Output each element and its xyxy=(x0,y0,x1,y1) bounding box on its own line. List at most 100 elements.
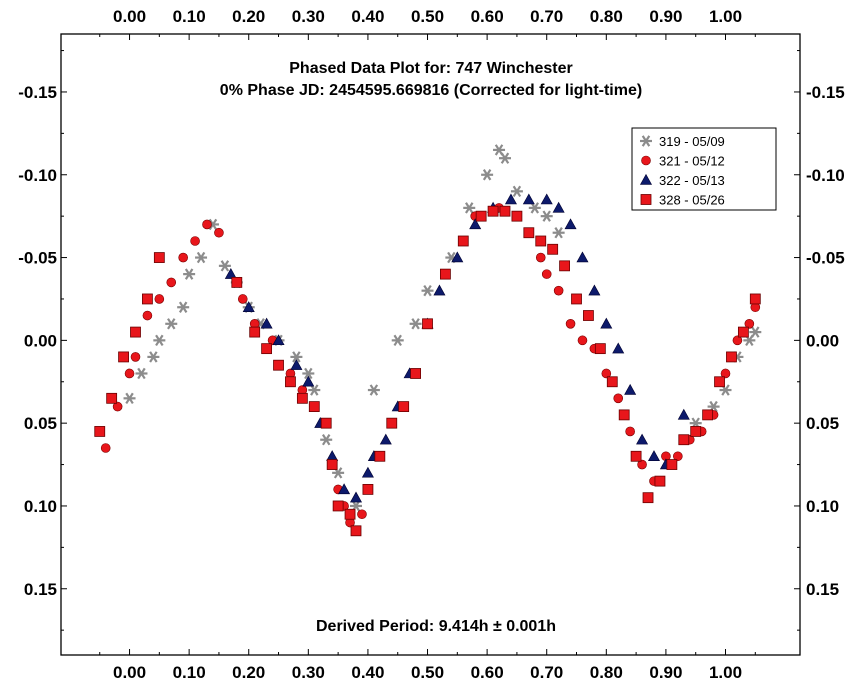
data-point-series-2 xyxy=(214,227,224,238)
data-point-series-2 xyxy=(124,368,135,379)
data-point-series-4 xyxy=(475,210,487,222)
data-point-series-4 xyxy=(153,252,165,263)
x-tick-label-top: 0.80 xyxy=(590,7,623,26)
data-point-series-3 xyxy=(433,284,446,296)
legend-marker-series-4 xyxy=(640,194,652,205)
data-point-series-3 xyxy=(260,317,273,329)
data-point-series-1 xyxy=(290,351,303,363)
x-tick-label-bottom: 0.10 xyxy=(173,663,206,682)
data-point-series-4 xyxy=(308,401,320,413)
data-point-series-4 xyxy=(749,293,761,305)
data-point-series-2 xyxy=(237,294,248,304)
data-point-series-4 xyxy=(642,492,654,504)
data-point-series-4 xyxy=(535,235,547,247)
data-point-series-1 xyxy=(493,144,506,156)
data-point-series-4 xyxy=(273,359,284,371)
data-point-series-3 xyxy=(540,193,553,205)
data-point-series-4 xyxy=(511,210,523,222)
x-tick-label-bottom: 1.00 xyxy=(709,663,742,682)
legend-marker-series-2 xyxy=(641,155,651,166)
data-point-series-4 xyxy=(571,293,582,305)
data-point-series-2 xyxy=(357,509,367,520)
data-point-series-4 xyxy=(410,368,422,379)
data-point-series-4 xyxy=(499,205,511,217)
data-point-series-4 xyxy=(344,508,356,520)
data-point-series-3 xyxy=(290,359,303,370)
data-point-series-3 xyxy=(647,450,660,461)
data-point-series-3 xyxy=(272,334,285,346)
data-point-series-4 xyxy=(726,351,737,363)
data-point-series-2 xyxy=(601,368,612,379)
data-point-series-4 xyxy=(737,326,749,338)
data-point-series-4 xyxy=(702,409,714,421)
data-point-series-1 xyxy=(123,392,136,405)
data-point-series-4 xyxy=(457,235,469,247)
data-point-series-1 xyxy=(165,318,178,330)
data-point-series-4 xyxy=(296,392,308,404)
legend-box xyxy=(631,127,777,211)
data-point-series-1 xyxy=(320,434,333,446)
x-tick-label-bottom: 0.20 xyxy=(232,663,265,682)
x-tick-label-bottom: 0.90 xyxy=(649,663,682,682)
data-point-series-2 xyxy=(637,459,647,470)
x-tick-label-bottom: 0.00 xyxy=(113,663,146,682)
data-point-series-1 xyxy=(481,169,494,181)
data-point-series-3 xyxy=(361,466,374,478)
data-point-series-1 xyxy=(391,334,404,347)
data-point-series-3 xyxy=(451,251,464,263)
data-point-series-4 xyxy=(326,459,338,470)
data-point-series-4 xyxy=(487,205,499,217)
data-point-series-2 xyxy=(154,294,165,304)
data-point-series-3 xyxy=(504,193,517,205)
data-point-series-1 xyxy=(177,301,190,313)
data-point-series-4 xyxy=(606,376,618,388)
legend-items: 319 - 05/09 321 - 05/12 322 - 05/13 328 - 0… xyxy=(639,134,725,208)
data-point-series-2 xyxy=(613,393,624,404)
x-tick-label-top: 0.70 xyxy=(530,7,563,26)
y-tick-label-right: -0.10 xyxy=(806,166,845,185)
data-point-series-2 xyxy=(541,269,552,279)
legend: 319 - 05/09 321 - 05/12 322 - 05/13 328 - 0… xyxy=(631,127,777,211)
data-point-series-3 xyxy=(338,483,351,495)
data-point-series-4 xyxy=(350,525,362,537)
data-point-series-3 xyxy=(224,268,237,279)
data-point-series-2 xyxy=(202,219,212,230)
data-point-series-1 xyxy=(302,367,315,380)
y-tick-label-right: 0.05 xyxy=(806,414,839,433)
data-point-series-2 xyxy=(190,236,200,246)
x-tick-label-top: 0.40 xyxy=(351,7,384,26)
data-point-series-2 xyxy=(577,335,588,346)
x-tick-label-bottom: 0.60 xyxy=(471,663,504,682)
data-point-series-1 xyxy=(147,351,160,363)
data-point-series-4 xyxy=(559,260,570,272)
y-tick-label-left: 0.00 xyxy=(24,331,57,350)
data-point-series-4 xyxy=(666,459,678,470)
data-point-series-2 xyxy=(100,443,111,453)
data-point-series-2 xyxy=(744,318,755,329)
data-point-series-1 xyxy=(195,251,208,264)
data-point-series-4 xyxy=(678,434,690,446)
data-point-series-3 xyxy=(576,251,589,263)
data-point-series-4 xyxy=(285,376,296,388)
data-point-series-4 xyxy=(261,343,273,355)
legend-marker-series-3 xyxy=(639,173,653,185)
x-tick-label-top: 1.00 xyxy=(709,7,742,26)
y-tick-label-left: -0.10 xyxy=(18,166,57,185)
x-tick-label-top: 0.30 xyxy=(292,7,325,26)
data-point-series-4 xyxy=(523,227,535,239)
data-point-series-3 xyxy=(636,433,649,445)
data-point-series-2 xyxy=(130,352,141,362)
x-tick-label-bottom: 0.30 xyxy=(292,663,325,682)
data-point-series-1 xyxy=(409,318,422,330)
y-tick-label-right: 0.15 xyxy=(806,580,839,599)
y-tick-label-right: 0.00 xyxy=(806,331,839,350)
chart-subtitle: 0% Phase JD: 2454595.669816 (Corrected f… xyxy=(220,82,642,99)
data-point-series-3 xyxy=(302,375,315,387)
legend-label-series-2: 321 - 05/12 xyxy=(659,154,725,169)
data-point-series-1 xyxy=(749,326,762,338)
data-point-series-2 xyxy=(142,310,153,321)
data-point-series-4 xyxy=(142,293,153,305)
y-tick-label-left: -0.05 xyxy=(18,249,57,268)
chart-title: Phased Data Plot for: 747 Winchester xyxy=(289,60,573,77)
